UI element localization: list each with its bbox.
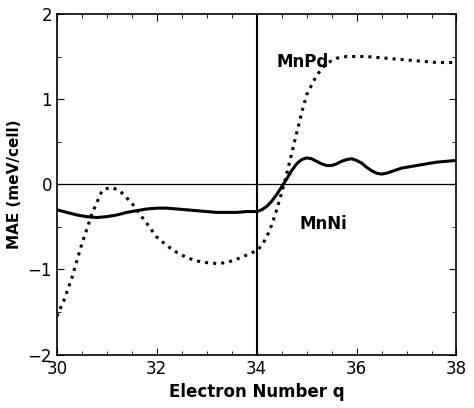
X-axis label: Electron Number q: Electron Number q [169, 383, 345, 401]
Text: MnNi: MnNi [299, 215, 347, 233]
Y-axis label: MAE (meV/cell): MAE (meV/cell) [7, 120, 22, 249]
Text: MnPd: MnPd [277, 53, 329, 71]
